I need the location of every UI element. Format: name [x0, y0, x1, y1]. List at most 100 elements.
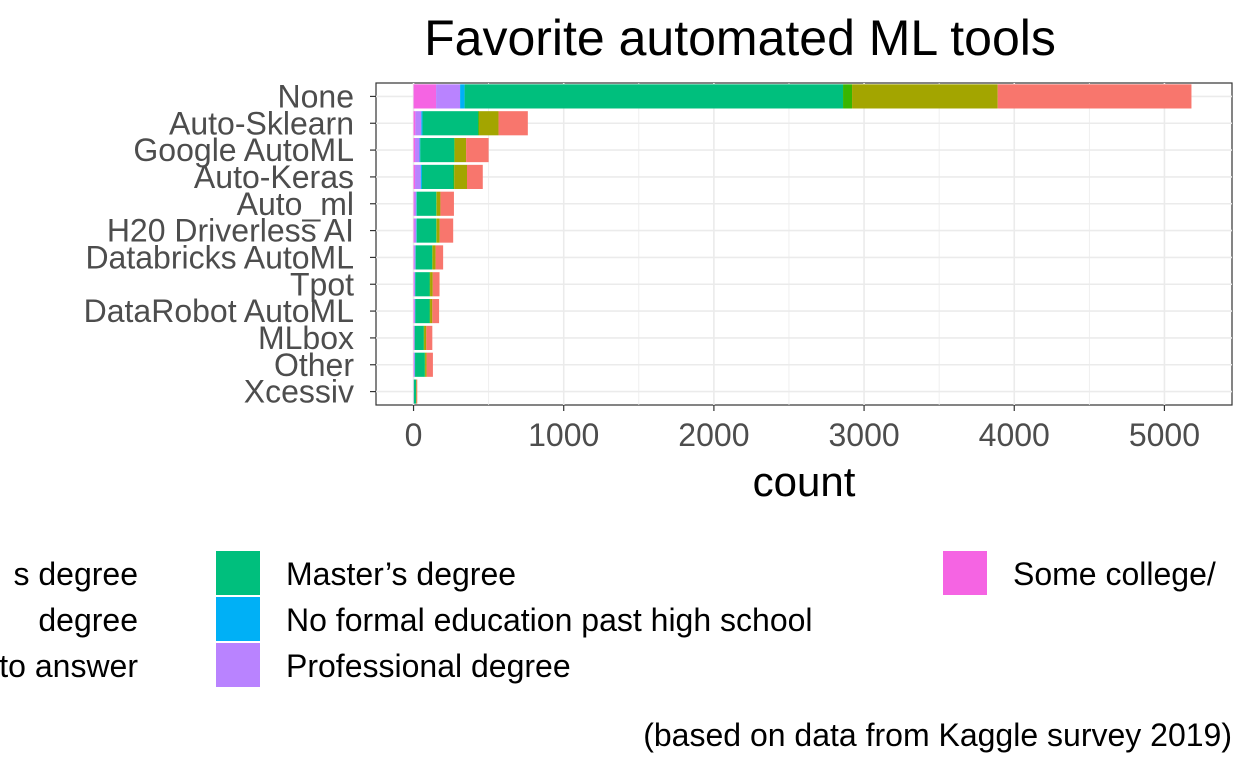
bar-segment [413, 299, 415, 324]
bar-segment [414, 218, 417, 243]
bar-segment [413, 245, 415, 270]
x-tick-label: 1000 [528, 417, 599, 453]
bar-segment [852, 84, 998, 109]
bar-segment [420, 164, 422, 189]
y-tick-label: Tpot [290, 266, 354, 302]
bar-segment [436, 191, 441, 216]
x-axis: 0 1000 2000 3000 4000 5000 [405, 405, 1200, 453]
bar-segment [425, 352, 427, 377]
bar-segment [416, 191, 437, 216]
bar-segment [413, 325, 415, 350]
bar-segment [426, 325, 433, 350]
y-tick-label: Other [274, 347, 354, 383]
legend-label: ot to answer [0, 648, 138, 684]
grid [376, 83, 1232, 405]
y-tick-label: None [278, 78, 355, 114]
bar-segment [414, 325, 424, 350]
bar-segment [414, 245, 416, 270]
bar-segment [843, 84, 853, 109]
bar-segment [414, 299, 416, 324]
bar-segment [416, 218, 437, 243]
caption: (based on data from Kaggle survey 2019) [643, 717, 1232, 753]
bar-segment [430, 272, 433, 297]
bar-segment [432, 272, 440, 297]
legend-label: s degree [13, 556, 138, 592]
bar-segment [413, 191, 415, 216]
legend-label: Some college/ [1013, 556, 1216, 592]
bar-segment [440, 191, 454, 216]
x-tick-label: 4000 [979, 417, 1050, 453]
x-axis-label: count [753, 458, 856, 505]
bar-segment [454, 164, 468, 189]
x-tick-label: 2000 [678, 417, 749, 453]
legend: s degree degree ot to answer Master’s degre… [0, 551, 1216, 687]
bar-segment [413, 272, 415, 297]
bar-segment [454, 138, 455, 163]
legend-key [216, 551, 260, 595]
legend-label: degree [38, 602, 138, 638]
bar-segment [435, 245, 444, 270]
bar-segment [426, 352, 433, 377]
bar-segment [421, 164, 454, 189]
bar-segment [413, 138, 416, 163]
bar-segment [997, 84, 1192, 109]
legend-label: Professional degree [286, 648, 571, 684]
bar-segment [420, 138, 455, 163]
bar-segment [415, 245, 433, 270]
bar-segment [432, 299, 440, 324]
bar-segment [460, 84, 465, 109]
y-tick-label: Auto_ml [237, 186, 354, 222]
bar-segment [424, 325, 427, 350]
bar-segment [415, 111, 422, 136]
bar-segment [413, 111, 416, 136]
legend-label: Master’s degree [286, 556, 516, 592]
bar-segment [415, 352, 425, 377]
bar-segment [414, 191, 417, 216]
bar-segment [439, 218, 454, 243]
x-tick-label: 5000 [1129, 417, 1200, 453]
bar-segment [453, 164, 455, 189]
bar-segment [421, 111, 423, 136]
y-tick-label: Databricks AutoML [85, 239, 354, 275]
y-tick-label: Google AutoML [133, 132, 354, 168]
bar-segment [416, 379, 418, 404]
bar-segment [436, 84, 461, 109]
bar-segment [413, 84, 437, 109]
y-tick-label: Xcessiv [244, 374, 354, 410]
bar-segment [479, 111, 499, 136]
bar-segment [413, 352, 415, 377]
bar-segment [415, 164, 421, 189]
bar-segment [422, 111, 479, 136]
x-tick-label: 0 [405, 417, 423, 453]
bar-segment [413, 379, 417, 404]
bar-segment [467, 164, 483, 189]
bar-segment [466, 138, 489, 163]
bar-segment [430, 299, 433, 324]
bar-segment [454, 138, 467, 163]
bar-segment [413, 164, 416, 189]
bar-segment [415, 272, 430, 297]
legend-label: No formal education past high school [286, 602, 813, 638]
bar-segment [464, 84, 844, 109]
legend-key [943, 551, 987, 595]
bar-segment [436, 218, 440, 243]
y-tick-label: MLbox [258, 320, 354, 356]
bar-segment [478, 111, 480, 136]
x-tick-label: 3000 [828, 417, 899, 453]
bar-segment [414, 272, 416, 297]
legend-key [216, 597, 260, 641]
y-tick-label: Auto-Keras [194, 159, 354, 195]
y-tick-label: H20 Driverless AI [107, 213, 354, 249]
chart-title: Favorite automated ML tools [424, 10, 1056, 66]
bar-segment [413, 218, 415, 243]
bar-segment [498, 111, 528, 136]
bar-segment [415, 299, 430, 324]
bar-segment [432, 245, 436, 270]
y-tick-label: Auto-Sklearn [169, 105, 354, 141]
bars [413, 84, 1192, 404]
bar-segment [419, 138, 421, 163]
legend-key [216, 643, 260, 687]
y-tick-label: DataRobot AutoML [84, 293, 354, 329]
